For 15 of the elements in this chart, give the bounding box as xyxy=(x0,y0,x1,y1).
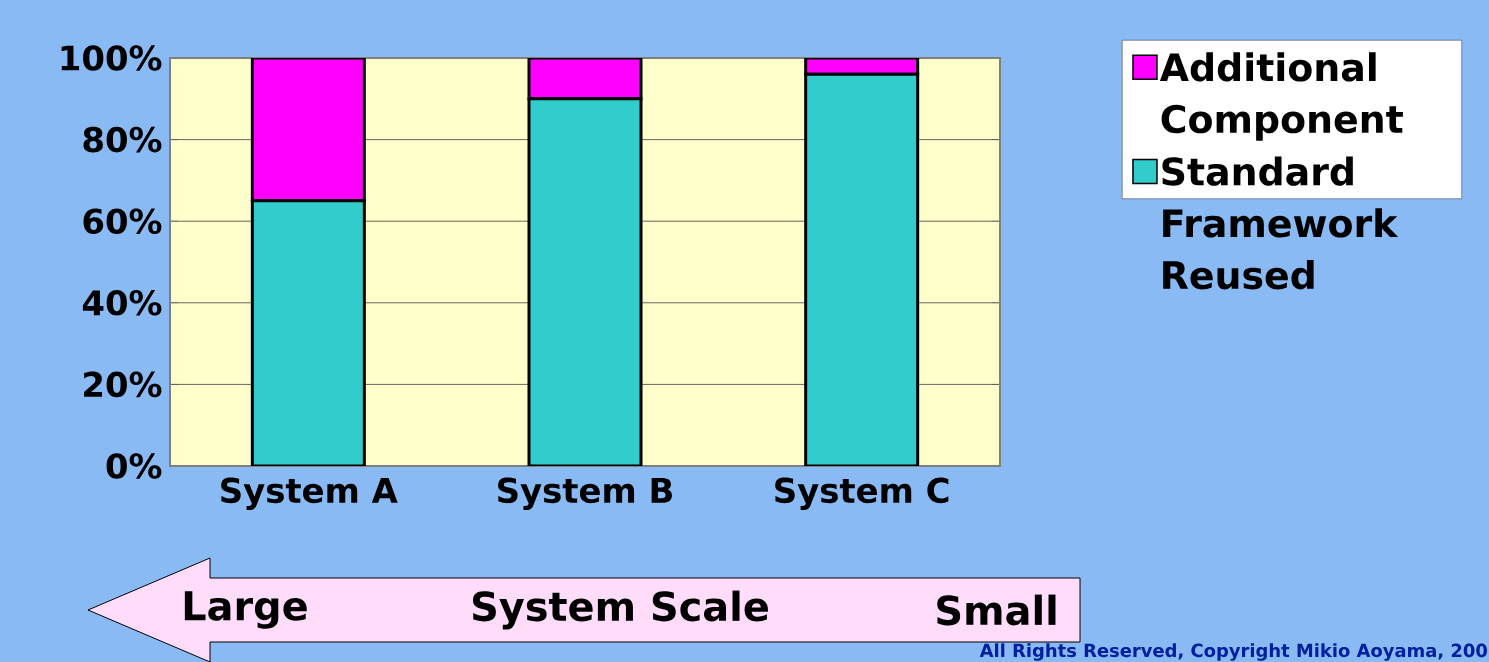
y-tick-label: 100% xyxy=(61,44,162,71)
text: Large xyxy=(184,590,307,629)
x-tick-label: System A xyxy=(221,477,398,510)
text: Small xyxy=(937,594,1056,626)
y-tick-label: 0% xyxy=(106,452,162,479)
x-tick-label: System B xyxy=(498,477,672,510)
y-tick-label: 80% xyxy=(83,126,162,153)
text: System Scale xyxy=(472,590,768,630)
x-tick-label: System C xyxy=(775,477,949,510)
y-tick-label: 40% xyxy=(82,289,162,316)
legend-label: Additional Component xyxy=(1159,51,1403,141)
y-tick-label: 20% xyxy=(84,371,162,397)
text: All Rights Reserved, Copyright Mikio Aoyama, 200 xyxy=(979,643,1487,661)
y-tick-label: 60% xyxy=(83,208,162,234)
legend-label: Standard Framework Reused xyxy=(1162,156,1399,290)
